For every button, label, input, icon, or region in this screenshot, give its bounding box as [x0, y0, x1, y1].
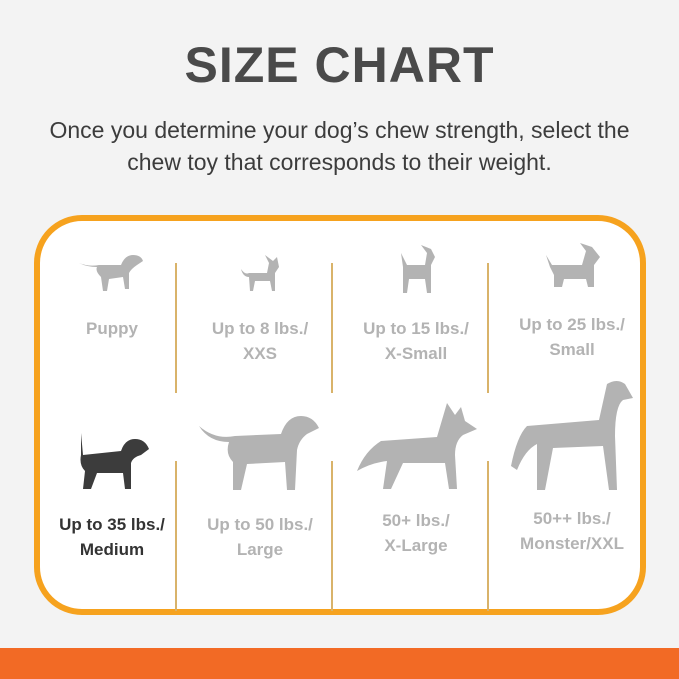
- chihuahua-icon: [241, 255, 279, 291]
- size-large[interactable]: Up to 50 lbs./ Large: [182, 406, 338, 562]
- subtitle: Once you determine your dog’s chew stren…: [49, 117, 630, 175]
- min-pin-icon: [401, 245, 435, 293]
- divider: [175, 263, 177, 393]
- size-label: 50++ lbs./: [533, 509, 611, 528]
- size-xl[interactable]: 50+ lbs./ X-Large: [338, 401, 494, 558]
- size-sublabel: Medium: [79, 540, 145, 559]
- size-label: Up to 8 lbs./: [211, 319, 309, 338]
- great-dane-icon: [511, 381, 633, 490]
- size-label: Up to 25 lbs./: [519, 315, 625, 334]
- size-label: 50+ lbs./: [382, 511, 450, 530]
- size-sublabel: X-Large: [384, 536, 448, 555]
- size-small: Up to 25 lbs./ Small: [494, 241, 650, 362]
- size-sublabel: Monster/XXL: [520, 534, 624, 553]
- divider: [331, 263, 333, 393]
- size-label: Up to 35 lbs./: [59, 515, 165, 534]
- terrier-icon: [546, 243, 600, 287]
- divider: [331, 461, 333, 611]
- labrador-icon: [199, 416, 319, 490]
- divider: [487, 263, 489, 393]
- size-sublabel: XXS: [242, 344, 278, 363]
- size-label: Up to 15 lbs./: [363, 319, 469, 338]
- size-sublabel: Large: [236, 540, 284, 559]
- divider: [175, 461, 177, 611]
- size-puppy: Puppy: [34, 251, 190, 341]
- size-medium[interactable]: Up to 35 lbs./ Medium: [34, 431, 190, 562]
- size-xs: Up to 15 lbs./ X-Small: [338, 243, 494, 366]
- divider: [487, 461, 489, 611]
- size-label: Up to 50 lbs./: [207, 515, 313, 534]
- puppy-icon: [79, 255, 143, 291]
- size-xxs: Up to 8 lbs./ XXS: [182, 251, 338, 366]
- size-chart-card: Puppy Up to 8 lbs./ XXS Up to 15 lbs./ X…: [34, 215, 646, 615]
- size-xxl[interactable]: 50++ lbs./ Monster/XXL: [494, 376, 650, 556]
- shepherd-icon: [357, 403, 477, 489]
- page-title: SIZE CHART: [184, 37, 495, 93]
- beagle-icon: [80, 433, 149, 489]
- bottom-bar: [0, 648, 679, 679]
- size-sublabel: Small: [549, 340, 595, 359]
- size-label: Puppy: [86, 319, 138, 338]
- size-sublabel: X-Small: [384, 344, 448, 363]
